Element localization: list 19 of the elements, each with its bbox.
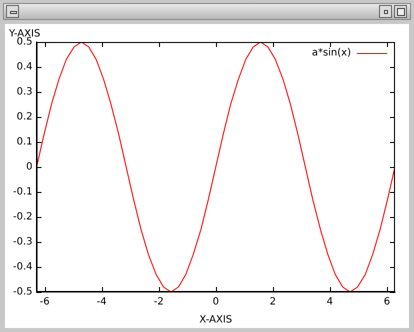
y-tick-label: -0.3: [12, 236, 33, 248]
y-tick-label: -0.4: [12, 262, 33, 273]
y-tick-label: -0.5: [12, 286, 33, 298]
x-tick-label: -6: [40, 296, 50, 308]
x-tick-label: 6: [384, 296, 390, 308]
y-tick-label: -0.2: [12, 212, 33, 223]
y-tick-label: 0.2: [16, 112, 33, 123]
x-axis-title: X-AXIS: [199, 314, 232, 326]
x-tick-label: 2: [270, 296, 276, 308]
x-tick-label: 0: [212, 296, 219, 308]
legend-label: a*sin(x): [312, 48, 352, 59]
y-tick-label: -0.1: [12, 186, 33, 198]
y-tick-label: 0.3: [16, 86, 33, 98]
y-tick-label: 0: [26, 162, 33, 173]
x-tick-label: 4: [326, 296, 334, 308]
y-tick-label: 0.1: [16, 136, 33, 148]
x-tick-label: -4: [96, 296, 107, 308]
x-tick-label: -2: [154, 296, 164, 308]
y-tick-label: 0.4: [16, 62, 33, 73]
